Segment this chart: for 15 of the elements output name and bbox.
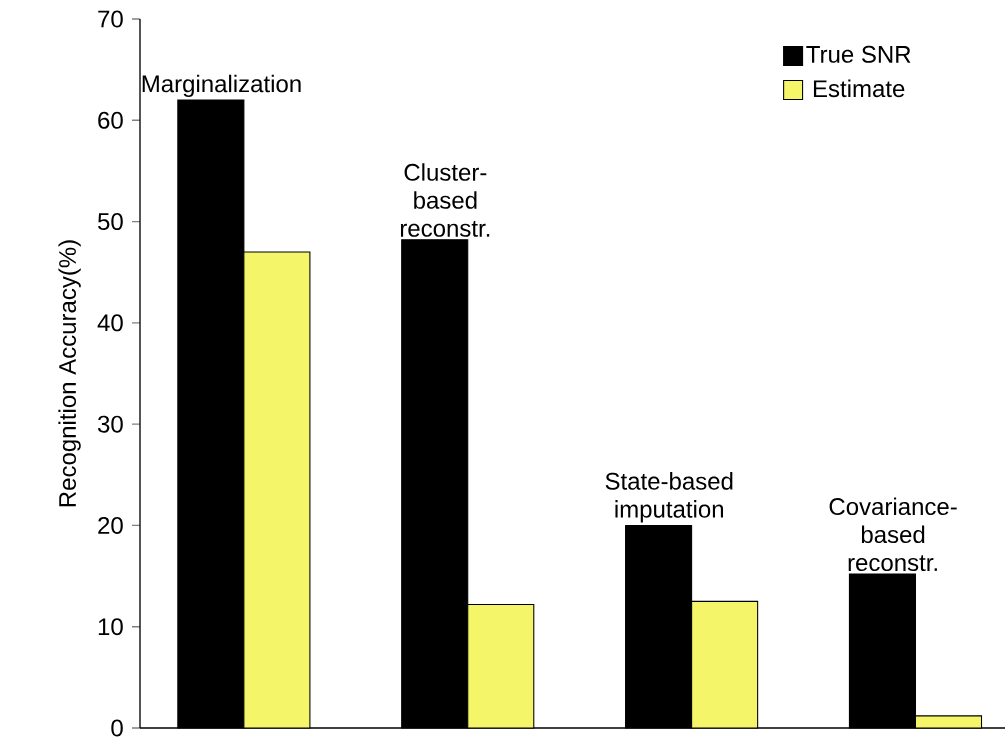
x-tick-label: Marginalization [142,74,301,98]
y-tick-label: 60 [98,111,123,129]
y-tick-label: 10 [98,618,123,636]
x-tick-label: State-based imputation [605,472,733,523]
y-tick-label: 40 [97,314,123,332]
y-tick-label: 20 [98,516,123,534]
legend-label: Estimate [813,79,905,98]
y-tick-label: 70 [98,10,123,28]
x-tick-label: Covariance-based reconstr. [829,497,957,572]
legend-label: True SNR [806,45,911,63]
y-tick-label: 30 [97,415,123,433]
x-tick-label: Cluster-based reconstr. [400,163,490,237]
y-tick-label: 50 [98,213,123,231]
y-axis-title: Recognition Accuracy(%) [58,240,81,507]
y-tick-label: 0 [111,719,123,737]
